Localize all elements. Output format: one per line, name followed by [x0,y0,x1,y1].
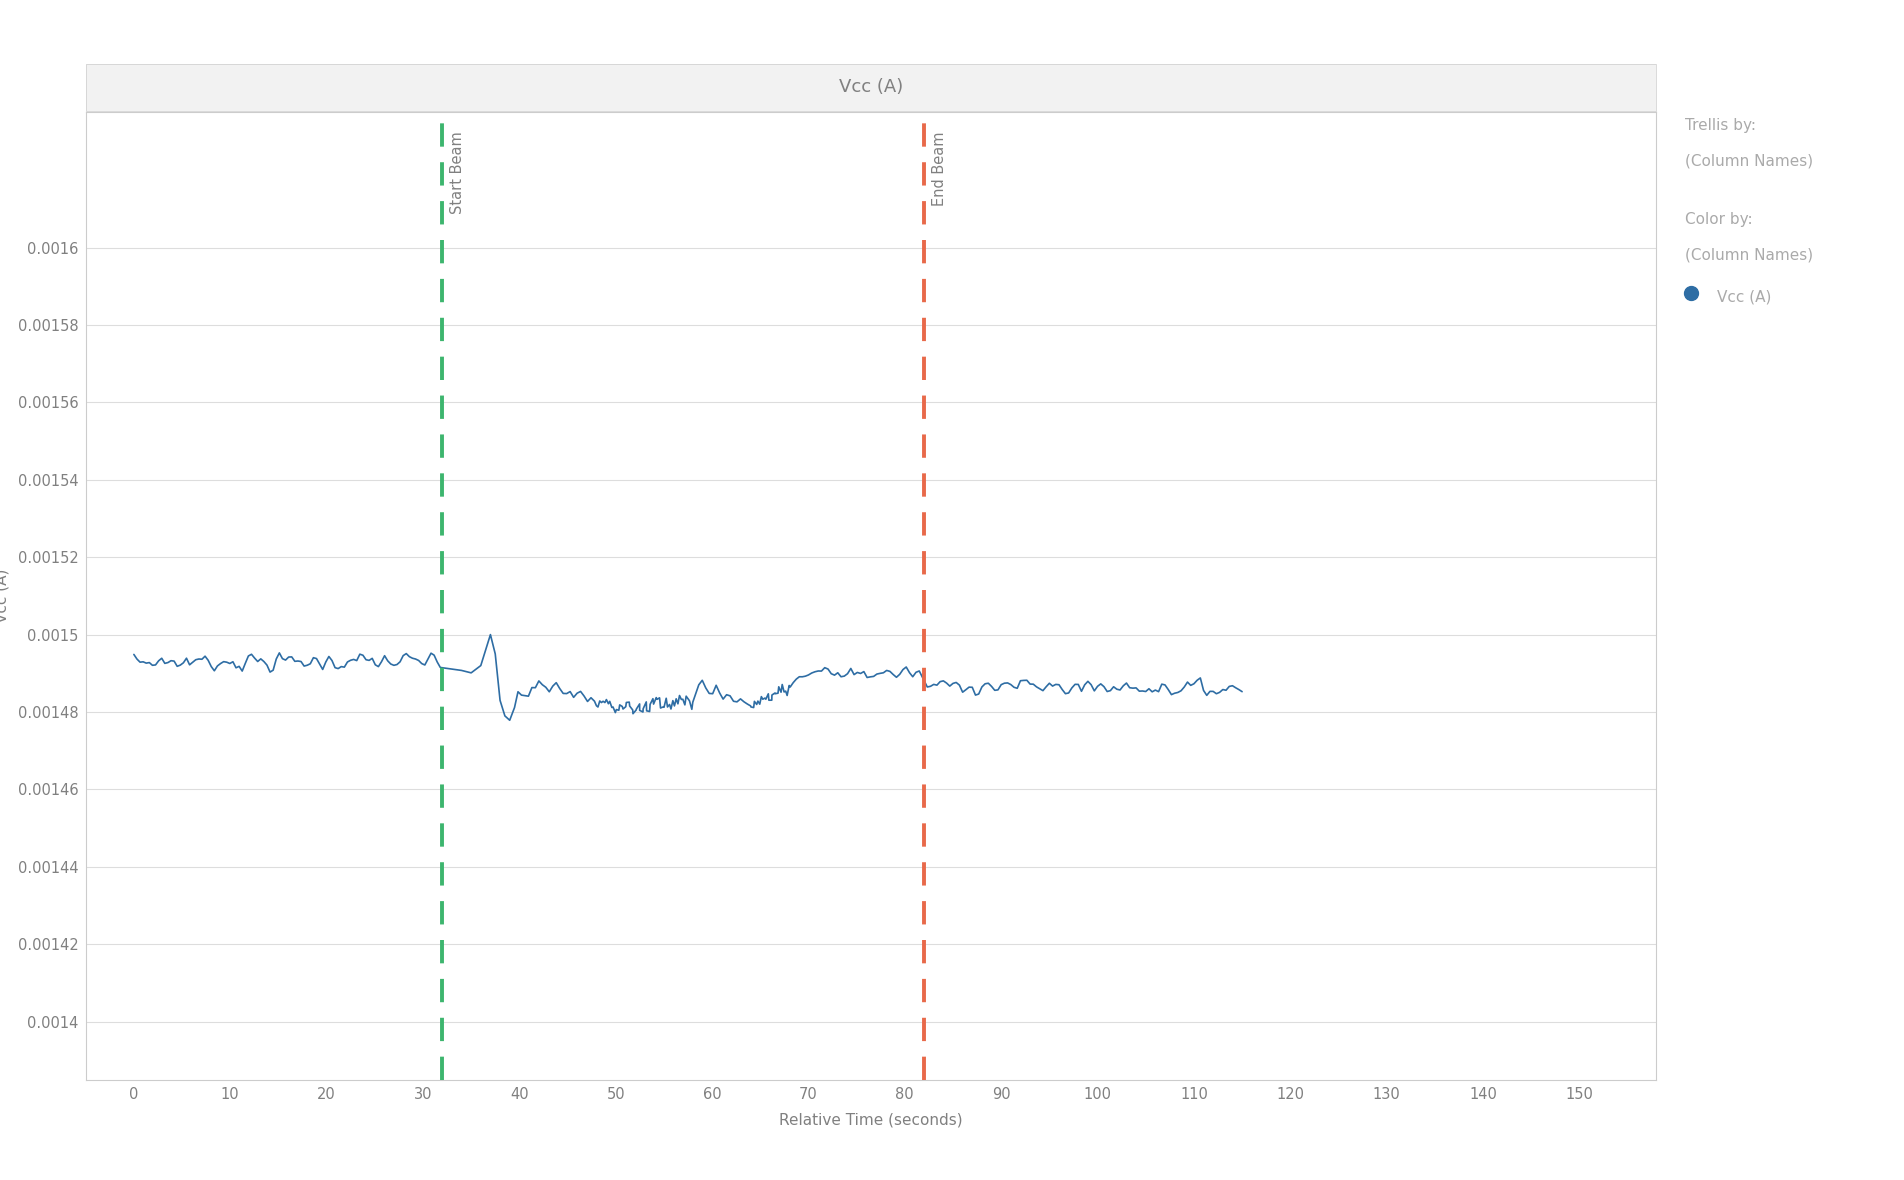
Text: (Column Names): (Column Names) [1685,248,1813,263]
Y-axis label: Vcc (A): Vcc (A) [0,569,10,623]
Text: End Beam: End Beam [931,131,946,206]
Point [1676,283,1706,302]
X-axis label: Relative Time (seconds): Relative Time (seconds) [779,1113,963,1128]
Text: Vcc (A): Vcc (A) [1717,290,1773,304]
Text: Start Beam: Start Beam [449,131,465,215]
Text: Color by:: Color by: [1685,212,1754,228]
Text: Trellis by:: Trellis by: [1685,118,1755,133]
Text: Vcc (A): Vcc (A) [840,78,902,97]
Text: (Column Names): (Column Names) [1685,153,1813,169]
